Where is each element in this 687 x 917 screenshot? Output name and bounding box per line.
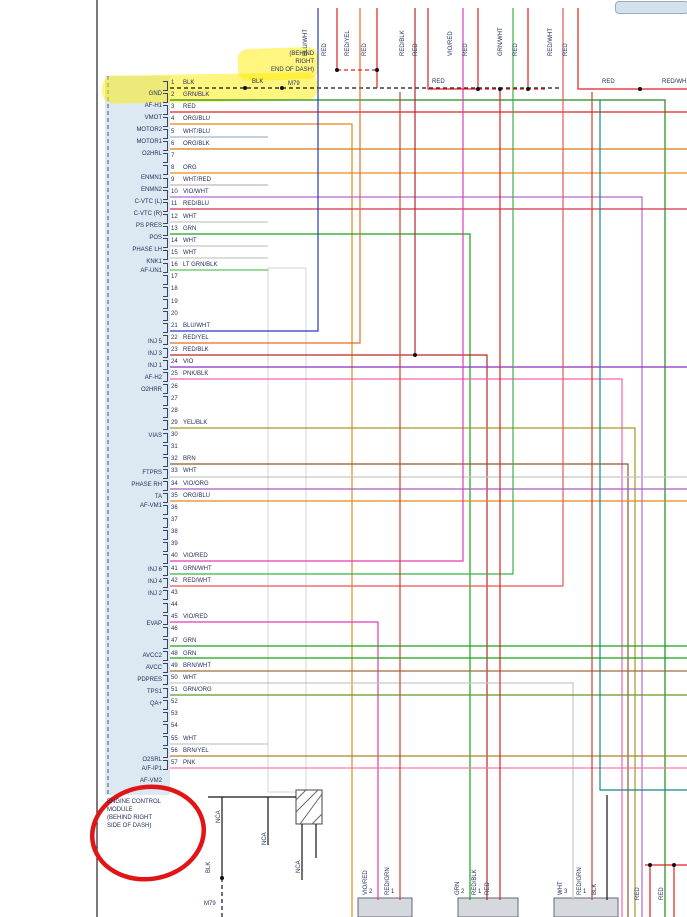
junction-dot [220, 876, 224, 880]
wire-grn-blk [170, 99, 666, 917]
wire-grn-wht [170, 8, 514, 575]
wire-red-blk [415, 354, 488, 900]
junction-dot [638, 87, 642, 91]
junction-dot [526, 87, 530, 91]
junction-dot [335, 68, 339, 72]
nc-connector-hatch-box [295, 789, 323, 825]
wire-vio-red [170, 621, 379, 900]
bottom-connector-1 [357, 897, 413, 917]
ui-panel-fragment [615, 1, 687, 14]
red-annotation-circle [89, 784, 207, 882]
wire-red-wht [170, 8, 564, 587]
junction-dot [280, 86, 284, 90]
junction-dot [413, 353, 417, 357]
junction-dot [243, 86, 247, 90]
bottom-connector-3 [553, 897, 619, 917]
wire-red [577, 8, 687, 90]
wire-red-yel [170, 8, 361, 344]
wire-org-blu [170, 123, 353, 917]
junction-dot [498, 87, 502, 91]
wire-grn [170, 233, 471, 900]
bottom-connector-2 [457, 897, 519, 917]
wire-blu-wht [170, 8, 319, 332]
wire-red [427, 8, 478, 90]
wire-teal [599, 100, 687, 791]
junction-dot [648, 863, 652, 867]
junction-dot [476, 87, 480, 91]
wire-yel-blk [170, 427, 636, 917]
junction-dot [375, 68, 379, 72]
wire-brn [170, 463, 629, 917]
yellow-highlight [101, 72, 319, 104]
junction-dot [672, 863, 676, 867]
unused-connector-outline [267, 267, 307, 793]
wire-pnk-blk [170, 378, 623, 917]
wire-vio-red [170, 8, 464, 562]
wire-wht [170, 682, 574, 900]
wire-vio-wht [170, 196, 643, 917]
ecm-connector-band [105, 76, 170, 795]
